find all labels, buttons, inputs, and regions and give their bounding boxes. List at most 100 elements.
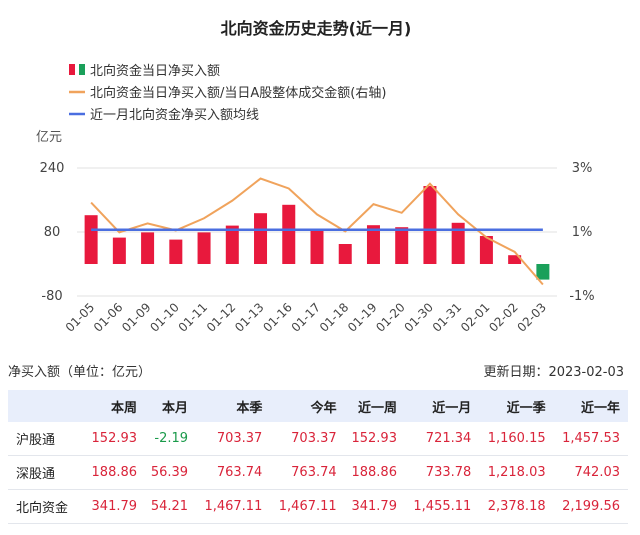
row-label: 北向资金 — [8, 489, 85, 524]
table-cell: 341.79 — [344, 489, 405, 524]
bar — [112, 237, 126, 264]
x-axis-ticks: 01-0501-0601-0901-1001-1101-1201-1301-16… — [63, 300, 549, 335]
table-cell: 188.86 — [84, 455, 146, 490]
left-axis-ticks: 240 80 -80 — [40, 161, 65, 304]
table-header-cell: 今年 — [270, 390, 345, 422]
bar — [84, 215, 98, 264]
row-label: 深股通 — [8, 455, 85, 490]
table-cell: 1,467.11 — [270, 489, 345, 524]
table-header-cell: 近一周 — [344, 390, 405, 422]
table-cell: 341.79 — [84, 489, 146, 524]
table-header-cell: 近一季 — [479, 390, 554, 422]
line-series — [90, 177, 544, 286]
x-axis-tick: 01-20 — [373, 300, 408, 335]
bar — [366, 225, 380, 264]
ratio-line — [90, 177, 544, 286]
table-header-cell: 近一月 — [404, 390, 480, 422]
left-axis-tick: 240 — [40, 161, 65, 176]
bar — [169, 239, 183, 264]
x-axis-tick: 01-06 — [91, 300, 126, 335]
bar — [508, 255, 522, 264]
bar — [451, 222, 465, 264]
table-cell: 721.34 — [404, 422, 480, 456]
x-axis-tick: 01-10 — [147, 300, 182, 335]
table-cell: 188.86 — [344, 455, 405, 490]
table-header-cell: 近一年 — [553, 390, 628, 422]
x-axis-tick: 01-30 — [402, 300, 437, 335]
bar — [197, 232, 211, 264]
table-cell: 742.03 — [553, 455, 628, 490]
table-cell: 152.93 — [344, 422, 405, 456]
table-cell: 1,218.03 — [479, 455, 554, 490]
x-axis-tick: 01-09 — [119, 300, 154, 335]
row-label: 沪股通 — [8, 422, 85, 456]
table-cell: 152.93 — [84, 422, 146, 456]
x-axis-tick: 01-19 — [345, 300, 380, 335]
x-axis-tick: 01-05 — [63, 300, 98, 335]
x-axis-tick: 01-12 — [204, 300, 239, 335]
table-row: 北向资金 341.79 54.21 1,467.11 1,467.11 341.79 1,4… — [8, 489, 628, 524]
table-cell: 703.37 — [196, 422, 271, 456]
update-date: 更新日期：2023-02-03 — [483, 365, 624, 380]
left-axis-tick: -80 — [41, 289, 62, 304]
x-axis-tick: 02-02 — [486, 300, 521, 335]
table-cell: 2,199.56 — [553, 489, 628, 524]
x-axis-tick: 01-11 — [176, 300, 211, 335]
table-header-row: 本周 本月 本季 今年 近一周 近一月 近一季 近一年 — [8, 390, 628, 422]
bar — [282, 204, 296, 264]
table-header-cell: 本月 — [145, 390, 197, 422]
legend-label: 北向资金当日净买入额/当日A股整体成交金额(右轴) — [90, 85, 386, 101]
bar — [395, 227, 409, 264]
table-header-cell: 本季 — [196, 390, 271, 422]
right-axis-tick: 1% — [572, 225, 593, 240]
table-cell: 703.37 — [270, 422, 345, 456]
bar — [338, 244, 352, 264]
table-header-cell: 本周 — [84, 390, 146, 422]
table-cell: 1,457.53 — [553, 422, 628, 456]
legend-label: 近一月北向资金净买入额均线 — [90, 107, 259, 123]
table-cell: 763.74 — [196, 455, 271, 490]
table-cell: 1,455.11 — [404, 489, 480, 524]
x-axis-tick: 01-16 — [260, 300, 295, 335]
table-cell: -2.19 — [145, 422, 197, 456]
table-body: 沪股通 152.93 -2.19 703.37 703.37 152.93 721.34 1,… — [8, 422, 628, 524]
bar — [423, 186, 437, 264]
table-row: 深股通 188.86 56.39 763.74 763.74 188.86 733.78 1,… — [8, 455, 628, 490]
x-axis-tick: 01-17 — [289, 300, 324, 335]
bar — [310, 229, 324, 264]
table-cell: 763.74 — [270, 455, 345, 490]
right-axis-ticks: 3% 1% -1% — [569, 161, 594, 304]
right-axis-tick: -1% — [569, 289, 594, 304]
table-cell: 1,467.11 — [196, 489, 271, 524]
table-cell: 733.78 — [404, 455, 480, 490]
table-header-cell — [8, 390, 85, 422]
x-axis-tick: 02-03 — [514, 300, 549, 335]
bar-series — [84, 186, 550, 280]
bar — [225, 225, 239, 264]
summary-table: 本周 本月 本季 今年 近一周 近一月 近一季 近一年 沪股通 152.93 -2.19 703.3… — [8, 390, 628, 524]
bar — [536, 264, 550, 280]
bar — [254, 213, 268, 264]
table-cell: 1,160.15 — [479, 422, 554, 456]
bar — [479, 236, 493, 264]
x-axis-tick: 01-13 — [232, 300, 267, 335]
table-row: 沪股通 152.93 -2.19 703.37 703.37 152.93 721.34 1,… — [8, 422, 628, 456]
legend-swatch-green — [79, 64, 85, 75]
chart-title: 北向资金历史走势(近一月) — [221, 19, 412, 38]
table-cell: 2,378.18 — [479, 489, 554, 524]
table-caption: 净买入额（单位：亿元） — [8, 365, 152, 380]
info-row: 净买入额（单位：亿元） 更新日期：2023-02-03 — [8, 358, 628, 380]
bar — [141, 232, 155, 264]
table-cell: 56.39 — [145, 455, 197, 490]
right-axis-tick: 3% — [572, 161, 593, 176]
legend-label: 北向资金当日净买入额 — [90, 63, 220, 79]
x-axis-tick: 01-31 — [430, 300, 465, 335]
left-axis-unit: 亿元 — [36, 130, 62, 145]
chart: 北向资金历史走势(近一月) 北向资金当日净买入额北向资金当日净买入额/当日A股整… — [36, 19, 595, 335]
x-axis-tick: 01-18 — [317, 300, 352, 335]
legend-swatch-red — [69, 64, 75, 75]
x-axis-tick: 02-01 — [458, 300, 493, 335]
left-axis-tick: 80 — [44, 225, 61, 240]
table-cell: 54.21 — [145, 489, 197, 524]
